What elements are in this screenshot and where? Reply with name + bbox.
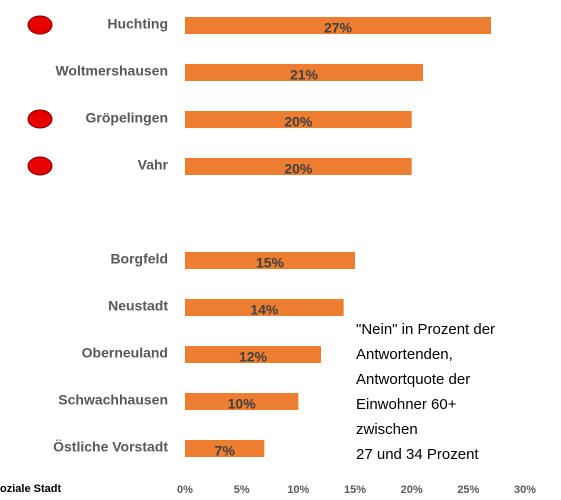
y-tick-label: Neustadt [108, 298, 168, 314]
highlight-dot [27, 109, 53, 129]
bar [185, 393, 299, 410]
x-tick-label: 25% [457, 484, 479, 496]
annotation: "Nein" in Prozent der [356, 321, 495, 338]
value-label: 27% [324, 20, 353, 36]
x-tick-label: 30% [514, 484, 536, 496]
annotation: Einwohner 60+ [356, 396, 457, 413]
x-tick-label: 5% [234, 484, 250, 496]
value-label: 15% [256, 255, 285, 271]
bar [185, 17, 491, 34]
x-tick-label: 0% [177, 484, 193, 496]
y-tick-label: Borgfeld [110, 251, 168, 267]
bar [185, 158, 412, 175]
y-tick-label: Schwachhausen [58, 392, 168, 408]
legend-label: oziale Stadt [0, 483, 61, 495]
y-tick-label: Oberneuland [82, 345, 168, 361]
bar [185, 111, 412, 128]
value-label: 21% [290, 67, 319, 83]
x-tick-label: 10% [287, 484, 309, 496]
value-label: 7% [215, 443, 236, 459]
bar [185, 440, 265, 457]
y-tick-label: Vahr [138, 157, 169, 173]
value-label: 10% [228, 396, 257, 412]
bar [185, 299, 344, 316]
annotation: 27 und 34 Prozent [356, 446, 479, 463]
bar [185, 64, 423, 81]
value-label: 12% [239, 349, 268, 365]
value-label: 20% [284, 161, 313, 177]
y-tick-label: Östliche Vorstadt [53, 439, 168, 455]
highlight-dot [27, 15, 53, 35]
y-tick-label: Huchting [107, 16, 168, 32]
bar [185, 346, 321, 363]
annotation: Antwortenden, [356, 346, 453, 363]
y-tick-label: Woltmershausen [55, 63, 168, 79]
value-label: 14% [250, 302, 279, 318]
x-tick-label: 20% [401, 484, 423, 496]
highlight-dot [27, 156, 53, 176]
x-tick-label: 15% [344, 484, 366, 496]
y-tick-label: Gröpelingen [86, 110, 168, 126]
value-label: 20% [284, 114, 313, 130]
annotation: Antwortquote der [356, 371, 470, 388]
annotation: zwischen [356, 421, 418, 438]
bar [185, 252, 355, 269]
